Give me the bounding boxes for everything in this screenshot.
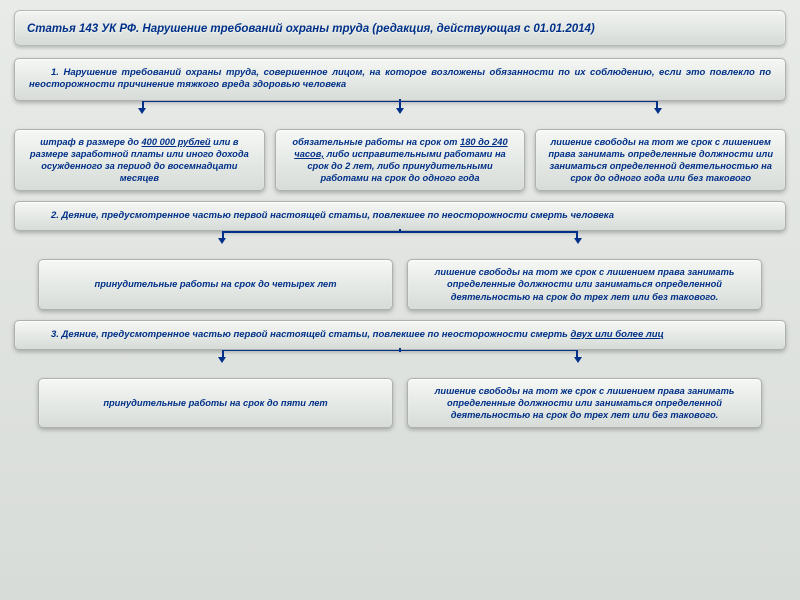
section-2-child-1: лишение свободы на тот же срок с лишение… [407, 259, 762, 309]
section-1-child-0: штраф в размере до 400 000 рублей или в … [14, 129, 265, 191]
section-3-main-text: 3. Деяние, предусмотренное частью первой… [51, 329, 664, 340]
section-3-children: принудительные работы на срок до пяти ле… [14, 378, 786, 428]
section-3-child-1: лишение свободы на тот же срок с лишение… [407, 378, 762, 428]
connector-3 [14, 350, 786, 364]
page-title: Статья 143 УК РФ. Нарушение требований о… [27, 23, 595, 35]
section-1-child-2: лишение свободы на тот же срок с лишение… [535, 129, 786, 191]
section-2-children: принудительные работы на срок до четырех… [14, 259, 786, 309]
section-1-child-1: обязательные работы на срок от 180 до 24… [275, 129, 526, 191]
section-1-main: 1. Нарушение требований охраны труда, со… [14, 58, 786, 101]
title-bar: Статья 143 УК РФ. Нарушение требований о… [14, 10, 786, 46]
connector-2 [14, 231, 786, 245]
section-3: 3. Деяние, предусмотренное частью первой… [14, 320, 786, 429]
section-2-child-0: принудительные работы на срок до четырех… [38, 259, 393, 309]
section-2: 2. Деяние, предусмотренное частью первой… [14, 201, 786, 310]
section-1: 1. Нарушение требований охраны труда, со… [14, 58, 786, 191]
section-1-children: штраф в размере до 400 000 рублей или в … [14, 129, 786, 191]
connector-1 [14, 101, 786, 115]
section-2-main-text: 2. Деяние, предусмотренное частью первой… [51, 210, 614, 221]
section-1-main-text: 1. Нарушение требований охраны труда, со… [29, 67, 771, 90]
section-2-main: 2. Деяние, предусмотренное частью первой… [14, 201, 786, 231]
section-3-child-0: принудительные работы на срок до пяти ле… [38, 378, 393, 428]
section-3-main: 3. Деяние, предусмотренное частью первой… [14, 320, 786, 350]
